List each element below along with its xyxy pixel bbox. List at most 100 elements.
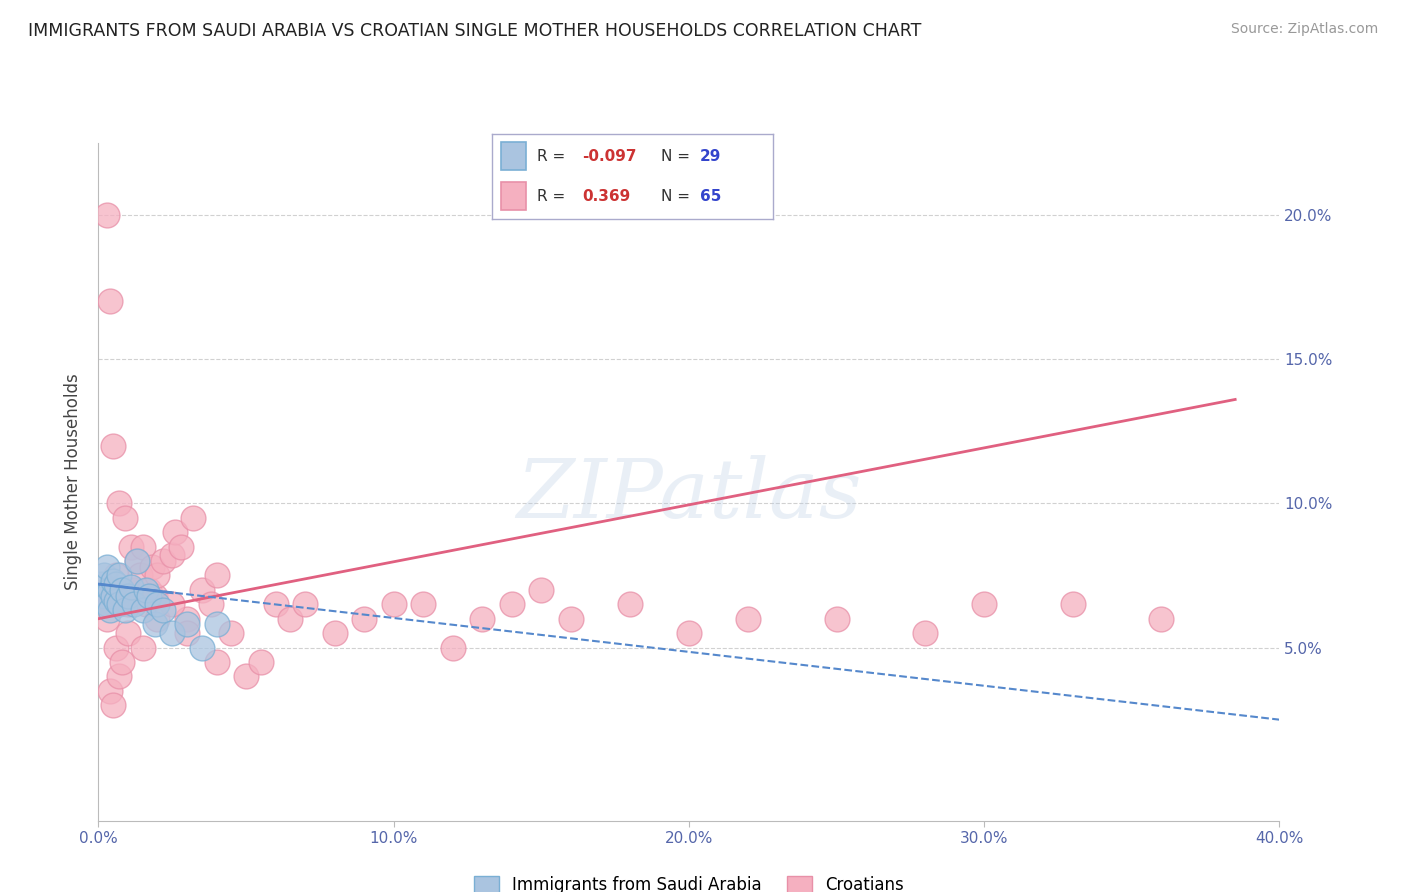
Text: R =: R = xyxy=(537,188,575,203)
Point xyxy=(138,582,160,597)
Point xyxy=(264,597,287,611)
Point xyxy=(96,612,118,626)
Point xyxy=(98,582,121,597)
Point xyxy=(114,510,136,524)
Point xyxy=(294,597,316,611)
Point xyxy=(278,612,302,626)
Point xyxy=(412,597,434,611)
Text: -0.097: -0.097 xyxy=(582,149,637,164)
Point xyxy=(530,582,553,597)
Point xyxy=(120,540,142,554)
Point xyxy=(138,589,160,603)
Text: Source: ZipAtlas.com: Source: ZipAtlas.com xyxy=(1230,22,1378,37)
Point xyxy=(132,540,155,554)
Point xyxy=(117,589,139,603)
Point xyxy=(200,597,222,611)
Point xyxy=(146,568,169,582)
Point xyxy=(125,554,148,568)
Point xyxy=(205,617,228,632)
Point xyxy=(98,294,121,309)
Text: 65: 65 xyxy=(700,188,721,203)
Point xyxy=(191,582,214,597)
Point xyxy=(162,548,183,562)
Point xyxy=(96,559,118,574)
Point xyxy=(93,589,115,603)
Text: 0.369: 0.369 xyxy=(582,188,630,203)
Point xyxy=(143,589,166,603)
Point xyxy=(170,540,193,554)
Point xyxy=(471,612,494,626)
Point xyxy=(914,626,936,640)
Point xyxy=(146,612,169,626)
Point xyxy=(250,655,273,669)
Point xyxy=(382,597,405,611)
Y-axis label: Single Mother Households: Single Mother Households xyxy=(65,374,83,590)
Point xyxy=(90,577,112,591)
Point xyxy=(152,554,174,568)
Point xyxy=(141,559,163,574)
Point xyxy=(135,582,157,597)
Point xyxy=(181,510,204,524)
Point xyxy=(105,577,128,591)
Point xyxy=(176,612,198,626)
Point xyxy=(108,568,131,582)
Point xyxy=(108,496,131,510)
Point xyxy=(973,597,995,611)
Point xyxy=(619,597,641,611)
Point xyxy=(165,525,187,540)
Point xyxy=(176,626,198,640)
Legend: Immigrants from Saudi Arabia, Croatians: Immigrants from Saudi Arabia, Croatians xyxy=(467,869,911,892)
Point xyxy=(111,589,134,603)
Point xyxy=(103,589,125,603)
Point xyxy=(105,640,128,655)
FancyBboxPatch shape xyxy=(501,182,526,211)
Point xyxy=(737,612,759,626)
Point xyxy=(122,597,145,611)
Text: N =: N = xyxy=(661,149,695,164)
Point xyxy=(103,574,125,589)
Point xyxy=(103,439,125,453)
Text: 29: 29 xyxy=(700,149,721,164)
Point xyxy=(235,669,257,683)
Point xyxy=(96,597,118,611)
Point xyxy=(93,568,115,582)
Point xyxy=(132,640,155,655)
Point xyxy=(117,597,139,611)
Point xyxy=(205,655,228,669)
Point xyxy=(105,568,128,582)
Point xyxy=(191,640,214,655)
Point xyxy=(353,612,375,626)
Point xyxy=(111,582,134,597)
Point xyxy=(135,597,157,611)
Point xyxy=(162,626,183,640)
Point xyxy=(162,597,183,611)
Text: N =: N = xyxy=(661,188,695,203)
Point xyxy=(678,626,700,640)
Point xyxy=(103,698,125,713)
Point xyxy=(93,589,115,603)
Point xyxy=(98,683,121,698)
Point xyxy=(441,640,464,655)
Point xyxy=(98,603,121,617)
Point xyxy=(205,568,228,582)
Point xyxy=(120,580,142,594)
Point xyxy=(132,603,155,617)
Point xyxy=(146,597,169,611)
Point xyxy=(143,617,166,632)
Point xyxy=(825,612,848,626)
Point xyxy=(117,626,139,640)
Point xyxy=(114,603,136,617)
Point xyxy=(560,612,582,626)
Point xyxy=(96,582,118,597)
Text: ZIPatlas: ZIPatlas xyxy=(516,455,862,535)
Text: R =: R = xyxy=(537,149,571,164)
Point xyxy=(105,594,128,608)
Point xyxy=(98,597,121,611)
Point xyxy=(323,626,346,640)
Point xyxy=(176,617,198,632)
Point xyxy=(1150,612,1173,626)
Point xyxy=(152,603,174,617)
FancyBboxPatch shape xyxy=(501,143,526,170)
Point xyxy=(122,582,145,597)
Point xyxy=(501,597,523,611)
